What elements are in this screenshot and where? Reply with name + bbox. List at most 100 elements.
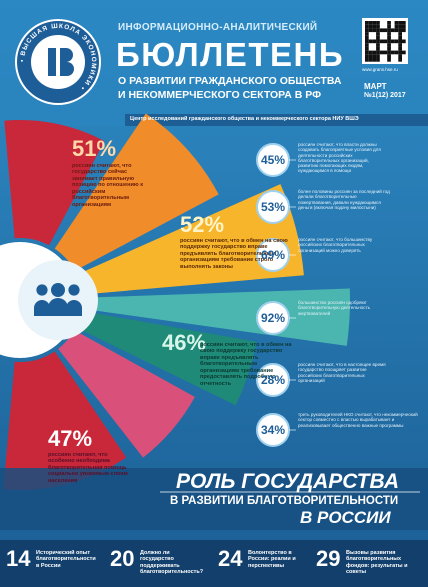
- person-head: [51, 283, 65, 297]
- qr-cell: [387, 46, 391, 51]
- qr-cell: [376, 39, 380, 44]
- qr-cell: [387, 32, 391, 36]
- stat-value: 52%: [180, 212, 225, 237]
- qr-cell: [368, 24, 373, 29]
- qr-cell: [387, 28, 391, 33]
- stat-text: большинство россиян одобряют благотворит…: [298, 300, 371, 316]
- subtitle: О РАЗВИТИИ ГРАЖДАНСКОГО ОБЩЕСТВА: [118, 75, 342, 87]
- contents-page: 20: [110, 546, 135, 571]
- qr-cell: [398, 32, 402, 36]
- qr-cell: [368, 28, 373, 33]
- contents-text: Волонтерство в России: реалии и перспект…: [248, 550, 296, 569]
- qr-cell: [365, 54, 369, 58]
- stat-value: 51%: [72, 136, 117, 161]
- qr-cell: [387, 58, 391, 62]
- wedge: [3, 351, 127, 491]
- qr-cell: [368, 54, 373, 58]
- contents-text: Должно ли государство поддерживать благо…: [140, 550, 204, 575]
- qr-cell: [387, 43, 391, 47]
- qr-cell: [394, 24, 399, 29]
- qr-cell: [368, 50, 373, 55]
- qr-cell: [394, 28, 399, 33]
- qr-cell: [372, 28, 377, 33]
- qr-cell: [365, 58, 369, 62]
- feature-title: РОЛЬ ГОСУДАРСТВА: [176, 470, 399, 493]
- qr-cell: [376, 58, 380, 62]
- qr-cell: [372, 21, 377, 25]
- stat-value: 92%: [260, 311, 286, 325]
- feature-title: В РОССИИ: [300, 508, 391, 527]
- qr-cell: [365, 39, 369, 44]
- issue: №1(12) 2017: [364, 92, 406, 99]
- feature-band: [0, 468, 428, 530]
- qr-cell: [372, 50, 377, 55]
- logo-inner: [31, 35, 85, 89]
- qr-cell: [390, 28, 395, 33]
- qr-cell: [398, 54, 402, 58]
- qr-cell: [387, 24, 391, 29]
- qr-cell: [390, 39, 395, 44]
- person-body: [66, 300, 82, 316]
- qr-cell: [365, 28, 369, 33]
- title: БЮЛЛЕТЕНЬ: [116, 36, 345, 73]
- qr-cell: [372, 54, 377, 58]
- qr-cell: [376, 35, 380, 40]
- stat-text: россиян считают, что в настоящее время г…: [298, 362, 386, 383]
- stat-text: россиян считают, что в обмен на свою под…: [200, 342, 292, 387]
- qr-cell: [368, 58, 373, 62]
- month: МАРТ: [364, 82, 387, 91]
- wedge: [4, 120, 105, 246]
- contents-text: Вызовы развития благотворительных фондов…: [346, 550, 408, 575]
- qr-cell: [372, 58, 377, 62]
- stat-text: треть руководителей НКО считают, что нек…: [298, 412, 418, 428]
- qr-cell: [398, 21, 402, 25]
- feature-title: В РАЗВИТИИ БЛАГОТВОРИТЕЛЬНОСТИ: [170, 495, 399, 507]
- qr-cell: [365, 21, 369, 25]
- qr-cell: [398, 43, 402, 47]
- person-body: [48, 298, 68, 316]
- subtitle: И НЕКОММЕРЧЕСКОГО СЕКТОРА В РФ: [118, 89, 322, 101]
- wedge: [54, 113, 219, 271]
- stat-text: россиян считают, что большинству российс…: [298, 237, 373, 253]
- qr-cell: [387, 54, 391, 58]
- logo-mark: [48, 48, 74, 76]
- qr-cell: [383, 39, 388, 44]
- qr-cell: [379, 50, 384, 55]
- qr-cell: [368, 21, 373, 25]
- qr-pattern: [365, 21, 406, 62]
- qr-cell: [402, 21, 406, 25]
- qr-cell: [376, 32, 380, 36]
- qr-cell: [402, 28, 406, 33]
- stat-text: россиян считают, что в обмен на свою под…: [180, 238, 288, 270]
- qr-cell: [383, 50, 388, 55]
- qr-cell: [376, 28, 380, 33]
- qr-cell: [387, 50, 391, 55]
- qr-cell: [365, 50, 369, 55]
- stat-value: 45%: [260, 153, 286, 167]
- qr-cell: [365, 32, 369, 36]
- kicker: ИНФОРМАЦИОННО-АНАЛИТИЧЕСКИЙ: [118, 22, 318, 33]
- qr-cell: [398, 46, 402, 51]
- qr-cell: [394, 39, 399, 44]
- center-band: [125, 114, 428, 126]
- qr-cell: [379, 28, 384, 33]
- qr-cell: [398, 35, 402, 40]
- stat-value: 47%: [48, 426, 93, 451]
- stat-value: 34%: [260, 423, 286, 437]
- stat-value: 46%: [162, 330, 207, 355]
- qr-cell: [368, 39, 373, 44]
- qr-cell: [387, 39, 391, 44]
- qr-cell: [365, 24, 369, 29]
- qr-cell: [387, 35, 391, 40]
- contents-text: Исторический опыт благотворительности в …: [36, 550, 96, 569]
- qr-cell: [398, 24, 402, 29]
- qr-cell: [390, 50, 395, 55]
- url: www.grans.hse.ru: [362, 67, 398, 72]
- qr-cell: [376, 43, 380, 47]
- qr-cell: [398, 58, 402, 62]
- stat-text: россиян считают, что особенно необходима…: [48, 452, 128, 484]
- person-head: [36, 284, 48, 296]
- wedge: [58, 330, 195, 458]
